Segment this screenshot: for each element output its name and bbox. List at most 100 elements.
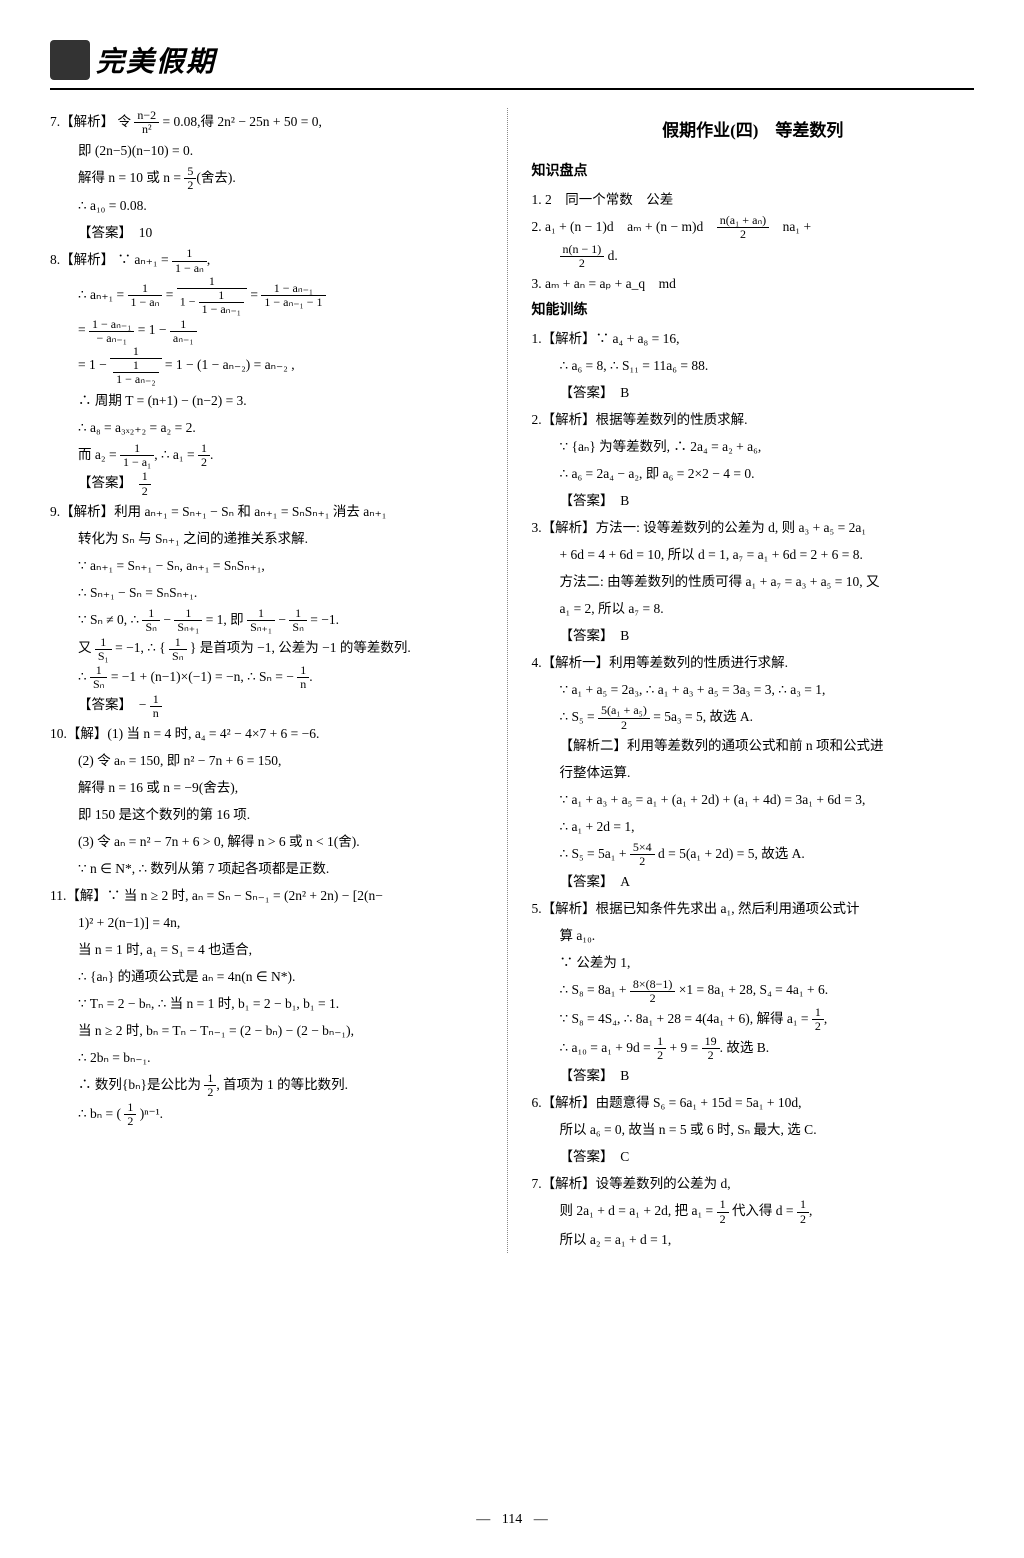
frac: 1S₁: [95, 636, 112, 663]
line: 当 n = 1 时, a₁ = S₁ = 4 也适合,: [50, 936, 493, 963]
answer: 【答案】 B: [532, 379, 975, 406]
rq6: 6.【解析】由题意得 S₆ = 6a₁ + 15d = 5a₁ + 10d, 所…: [532, 1089, 975, 1170]
t: 令: [118, 114, 135, 129]
frac: 52: [184, 165, 196, 192]
frac: 11 − aₙ: [172, 247, 207, 274]
line: ∴ S₅ = 5a₁ + 5×42 d = 5(a₁ + 2d) = 5, 故选…: [532, 840, 975, 869]
frac: 11 − aₙ₋₂: [113, 359, 158, 386]
answer: 【答案】 10: [50, 219, 493, 246]
frac: 12: [717, 1198, 729, 1225]
rq2: 2.【解析】根据等差数列的性质求解. ∵ {aₙ} 为等差数列, ∴ 2a₄ =…: [532, 406, 975, 514]
frac: 1 − aₙ₋₁− aₙ₋₁: [89, 318, 134, 345]
line: ∵ aₙ₊₁ = Sₙ₊₁ − Sₙ, aₙ₊₁ = SₙSₙ₊₁,: [50, 552, 493, 579]
line: ∴ a₁ + 2d = 1,: [532, 813, 975, 840]
line: 则 2a₁ + d = a₁ + 2d, 把 a₁ = 12 代入得 d = 1…: [532, 1197, 975, 1226]
line: ∵ a₁ + a₃ + a₅ = a₁ + (a₁ + 2d) + (a₁ + …: [532, 786, 975, 813]
left-column: 7.【解析】 令 n−2n² = 0.08,得 2n² − 25n + 50 =…: [50, 108, 508, 1253]
line: 所以 a₆ = 0, 故当 n = 5 或 6 时, Sₙ 最大, 选 C.: [532, 1116, 975, 1143]
line: 转化为 Sₙ 与 Sₙ₊₁ 之间的递推关系求解.: [50, 525, 493, 552]
frac: n(n − 1)2: [560, 243, 605, 270]
q8-label: 8.【解析】: [50, 252, 114, 267]
section-title: 假期作业(四) 等差数列: [532, 114, 975, 148]
frac: 12: [204, 1072, 216, 1099]
line: ∵ a₁ + a₅ = 2a₃, ∴ a₁ + a₃ + a₅ = 3a₃ = …: [532, 676, 975, 703]
frac: 1Sₙ₊₁: [174, 607, 202, 634]
line: 即 (2n−5)(n−10) = 0.: [50, 137, 493, 164]
zs3: 3. aₘ + aₙ = aₚ + a_q md: [532, 270, 975, 297]
zs1: 1. 2 同一个常数 公差: [532, 186, 975, 213]
logo-icon: [50, 40, 90, 80]
line: 解得 n = 16 或 n = −9(舍去),: [50, 774, 493, 801]
line: ∴ 2bₙ = bₙ₋₁.: [50, 1044, 493, 1071]
answer: 【答案】 A: [532, 868, 975, 895]
q11-label: 11.【解】: [50, 888, 107, 903]
line: ∵ {aₙ} 为等差数列, ∴ 2a₄ = a₂ + a₆,: [532, 433, 975, 460]
frac: 192: [702, 1035, 720, 1062]
frac: 11 − a₁: [120, 442, 154, 469]
line: ∵ Tₙ = 2 − bₙ, ∴ 当 n = 1 时, b₁ = 2 − b₁,…: [50, 990, 493, 1017]
line: ∴ a₈ = a₃ₓ₂₊₂ = a₂ = 2.: [50, 414, 493, 441]
line: ∴ a₆ = 2a₄ − a₂, 即 a₆ = 2×2 − 4 = 0.: [532, 460, 975, 487]
line: ∴ 1Sₙ = −1 + (n−1)×(−1) = −n, ∴ Sₙ = − 1…: [50, 663, 493, 692]
frac: 1Sₙ: [169, 636, 186, 663]
frac: 11 − aₙ₋₁: [199, 289, 244, 316]
q10: 10.【解】(1) 当 n = 4 时, a₄ = 4² − 4×7 + 6 =…: [50, 720, 493, 882]
frac: 12: [139, 470, 151, 497]
line: 即 150 是这个数列的第 16 项.: [50, 801, 493, 828]
line: ∴ bₙ = ( 12 )ⁿ⁻¹.: [50, 1100, 493, 1129]
line: = 1 − 111 − aₙ₋₂ = 1 − (1 − aₙ₋₂) = aₙ₋₂…: [50, 345, 493, 387]
page-number: — 114 —: [0, 1512, 1024, 1528]
q8: 8.【解析】 ∵ aₙ₊₁ = 11 − aₙ, ∴ aₙ₊₁ = 11 − a…: [50, 246, 493, 498]
header: 完美假期: [50, 40, 974, 80]
zs2: 2. a₁ + (n − 1)d aₘ + (n − m)d n(a₁ + aₙ…: [532, 213, 975, 242]
rq7: 7.【解析】设等差数列的公差为 d, 则 2a₁ + d = a₁ + 2d, …: [532, 1170, 975, 1253]
zs2b: n(n − 1)2 d.: [532, 242, 975, 271]
zhineng-head: 知能训练: [532, 297, 975, 325]
line: (3) 令 aₙ = n² − 7n + 6 > 0, 解得 n > 6 或 n…: [50, 828, 493, 855]
line: ∴ a₁₀ = a₁ + 9d = 12 + 9 = 192. 故选 B.: [532, 1034, 975, 1063]
frac: 111 − aₙ₋₂: [110, 345, 161, 387]
line: 方法二: 由等差数列的性质可得 a₁ + a₇ = a₃ + a₅ = 10, …: [532, 568, 975, 595]
rq3: 3.【解析】方法一: 设等差数列的公差为 d, 则 a₃ + a₅ = 2a₁ …: [532, 514, 975, 649]
frac: 8×(8−1)2: [630, 978, 676, 1005]
frac: 1Sₙ: [142, 607, 159, 634]
frac: 1 − aₙ₋₁1 − aₙ₋₁ − 1: [261, 282, 325, 309]
frac: 12: [654, 1035, 666, 1062]
q9-label: 9.【解析】: [50, 504, 114, 519]
frac: 11 − 11 − aₙ₋₁: [177, 275, 247, 317]
rq5: 5.【解析】根据已知条件先求出 a₁, 然后利用通项公式计 算 a₁₀. ∵ 公…: [532, 895, 975, 1089]
line: ∵ S₈ = 4S₄, ∴ 8a₁ + 28 = 4(4a₁ + 6), 解得 …: [532, 1005, 975, 1034]
answer: 【答案】 B: [532, 1062, 975, 1089]
frac: 1aₙ₋₁: [170, 318, 197, 345]
line: ∴ a₆ = 8, ∴ S₁₁ = 11a₆ = 88.: [532, 352, 975, 379]
frac: 1Sₙ₊₁: [247, 607, 275, 634]
frac: 1n: [150, 693, 162, 720]
q7: 7.【解析】 令 n−2n² = 0.08,得 2n² − 25n + 50 =…: [50, 108, 493, 246]
frac: 12: [198, 442, 210, 469]
line: 算 a₁₀.: [532, 922, 975, 949]
right-column: 假期作业(四) 等差数列 知识盘点 1. 2 同一个常数 公差 2. a₁ + …: [528, 108, 975, 1253]
line: ∵ Sₙ ≠ 0, ∴ 1Sₙ − 1Sₙ₊₁ = 1, 即 1Sₙ₊₁ − 1…: [50, 606, 493, 635]
line: 而 a₂ = 11 − a₁, ∴ a₁ = 12.: [50, 441, 493, 470]
content-columns: 7.【解析】 令 n−2n² = 0.08,得 2n² − 25n + 50 =…: [50, 108, 974, 1253]
line: ∴ a₁₀ = 0.08.: [50, 192, 493, 219]
answer: 【答案】 B: [532, 487, 975, 514]
line: ∴ 数列{bₙ}是公比为 12, 首项为 1 的等比数列.: [50, 1071, 493, 1100]
zhishi-head: 知识盘点: [532, 158, 975, 186]
line: ∴ S₅ = 5(a₁ + a₅)2 = 5a₃ = 5, 故选 A.: [532, 703, 975, 732]
q11: 11.【解】∵ 当 n ≥ 2 时, aₙ = Sₙ − Sₙ₋₁ = (2n²…: [50, 882, 493, 1128]
q7-label: 7.【解析】: [50, 114, 114, 129]
line: ∴ {aₙ} 的通项公式是 aₙ = 4n(n ∈ N*).: [50, 963, 493, 990]
line: 行整体运算.: [532, 759, 975, 786]
q9: 9.【解析】利用 aₙ₊₁ = Sₙ₊₁ − Sₙ 和 aₙ₊₁ = SₙSₙ₊…: [50, 498, 493, 720]
line: ∴ aₙ₊₁ = 11 − aₙ = 11 − 11 − aₙ₋₁ = 1 − …: [50, 275, 493, 317]
frac: 5(a₁ + a₅)2: [598, 704, 650, 731]
frac: 12: [812, 1006, 824, 1033]
line: ∴ S₈ = 8a₁ + 8×(8−1)2 ×1 = 8a₁ + 28, S₄ …: [532, 976, 975, 1005]
answer: 【答案】 C: [532, 1143, 975, 1170]
header-divider: [50, 88, 974, 90]
frac: 11 − aₙ: [128, 282, 163, 309]
line: ∴ 周期 T = (n+1) − (n−2) = 3.: [50, 387, 493, 414]
answer: 【答案】 − 1n: [50, 691, 493, 720]
line: ∵ 公差为 1,: [532, 949, 975, 976]
